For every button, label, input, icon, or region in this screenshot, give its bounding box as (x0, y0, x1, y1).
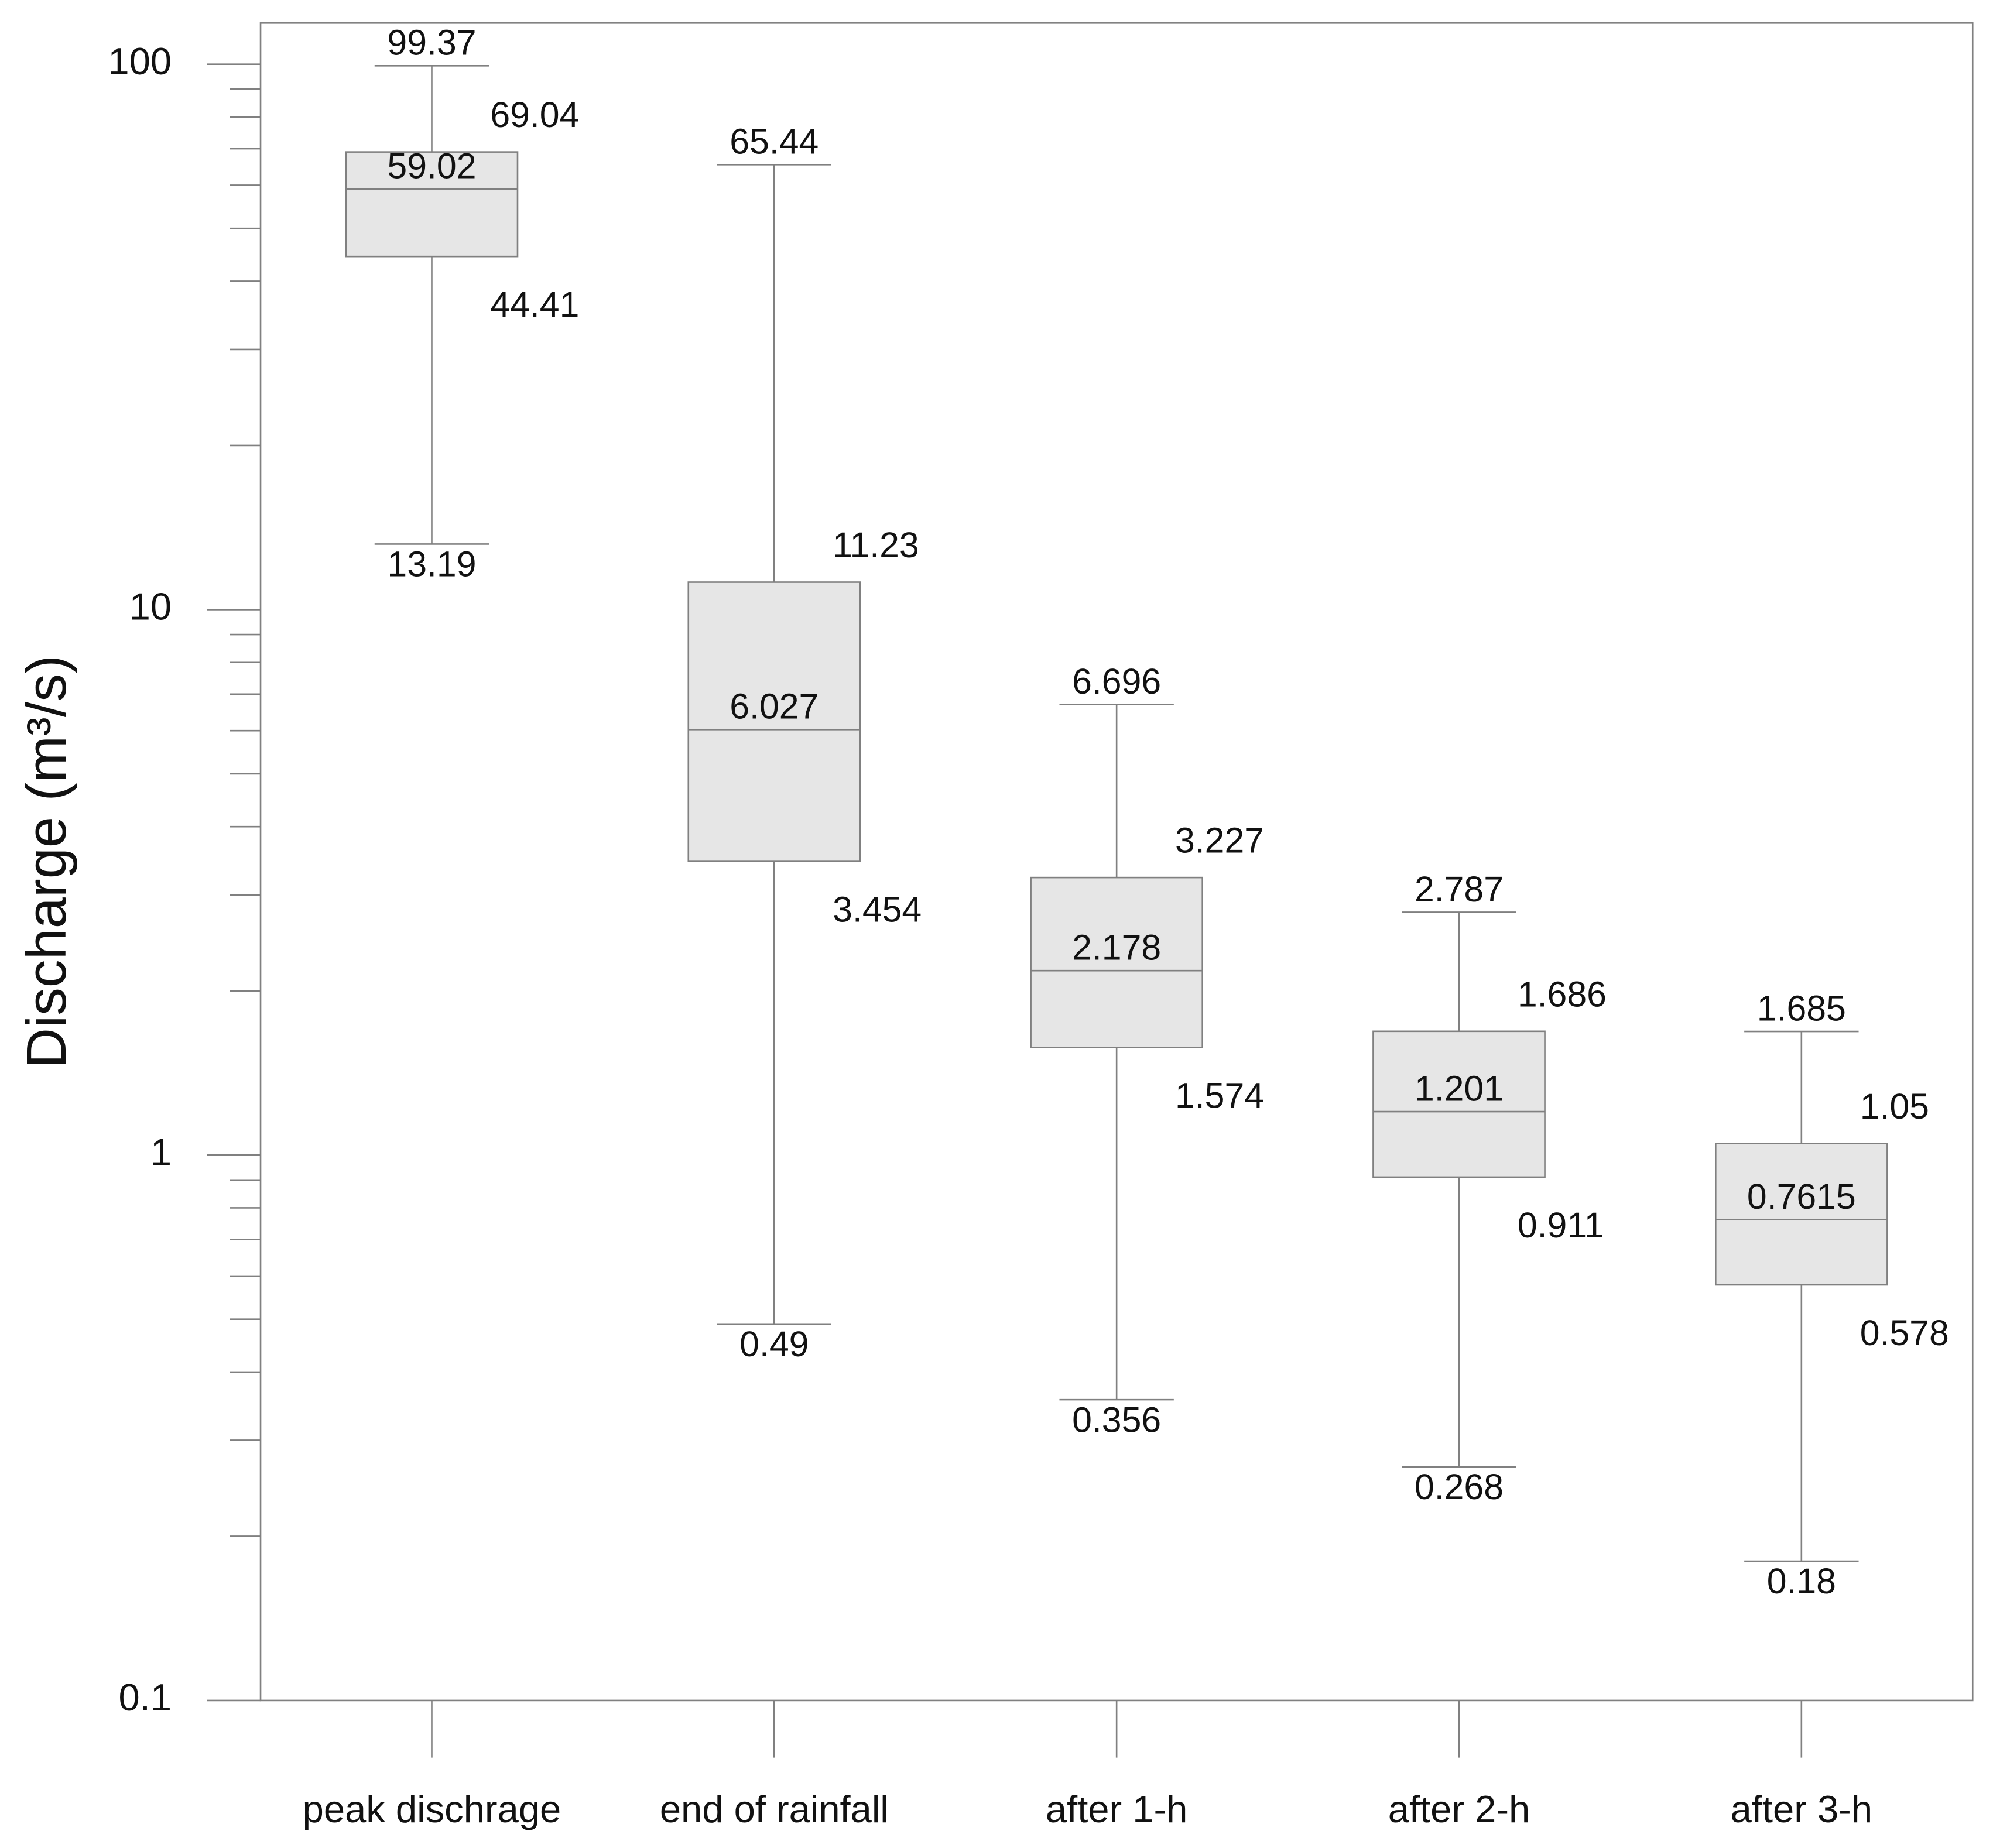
box (1030, 876, 1203, 1048)
box (345, 151, 519, 258)
x-tick-label: end of rainfall (660, 1788, 889, 1830)
q1-label: 0.578 (1860, 1313, 1949, 1353)
q1-label: 44.41 (490, 284, 579, 324)
q3-label: 1.686 (1518, 974, 1607, 1014)
max-label: 6.696 (1072, 661, 1161, 701)
q3-label: 3.227 (1175, 821, 1264, 860)
x-tick-label: after 1-h (1046, 1788, 1187, 1830)
min-label: 13.19 (387, 544, 476, 584)
x-tick-label: peak dischrage (303, 1788, 561, 1830)
min-label: 0.356 (1072, 1400, 1161, 1439)
q1-label: 3.454 (833, 890, 922, 930)
min-label: 0.18 (1767, 1561, 1836, 1601)
q3-label: 69.04 (490, 95, 579, 135)
max-label: 65.44 (730, 122, 819, 162)
max-label: 99.37 (387, 23, 476, 63)
y-tick-label: 0.1 (119, 1676, 172, 1719)
box (1715, 1143, 1888, 1286)
q3-label: 1.05 (1860, 1086, 1929, 1126)
box (1372, 1030, 1546, 1178)
box (687, 581, 861, 862)
q1-label: 1.574 (1175, 1076, 1264, 1116)
y-tick-label: 10 (129, 585, 172, 628)
y-tick-label: 1 (150, 1130, 172, 1173)
y-axis-title: Discharge (m³/s) (16, 655, 78, 1068)
min-label: 0.268 (1415, 1467, 1504, 1507)
min-label: 0.49 (739, 1324, 809, 1364)
median-label: 6.027 (730, 687, 819, 726)
x-tick-label: after 3-h (1731, 1788, 1872, 1830)
median-label: 1.201 (1415, 1068, 1504, 1108)
median-label: 2.178 (1072, 928, 1161, 968)
median-label: 59.02 (387, 146, 476, 186)
q3-label: 11.23 (833, 525, 919, 565)
y-tick-label: 100 (108, 40, 172, 83)
x-tick-label: after 2-h (1388, 1788, 1530, 1830)
max-label: 2.787 (1415, 869, 1504, 909)
max-label: 1.685 (1757, 988, 1846, 1028)
median-label: 0.7615 (1747, 1177, 1856, 1216)
q1-label: 0.911 (1518, 1205, 1604, 1245)
